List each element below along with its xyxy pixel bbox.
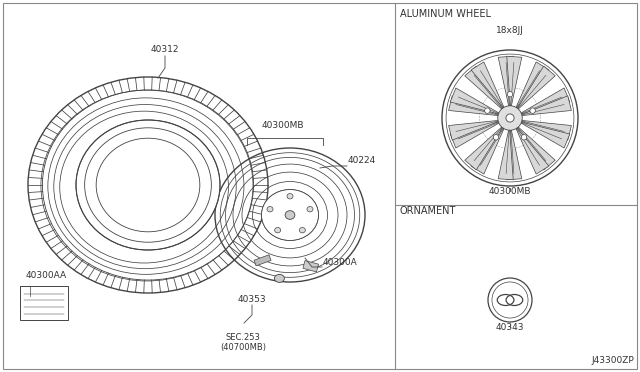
- Ellipse shape: [275, 228, 281, 233]
- Ellipse shape: [76, 120, 220, 250]
- Polygon shape: [450, 122, 499, 148]
- Circle shape: [521, 135, 527, 140]
- Circle shape: [493, 135, 499, 140]
- Polygon shape: [518, 127, 556, 170]
- Polygon shape: [522, 96, 572, 116]
- Polygon shape: [449, 96, 499, 116]
- Text: 40312: 40312: [151, 45, 179, 54]
- Polygon shape: [498, 130, 513, 180]
- Text: (40700MB): (40700MB): [220, 343, 266, 352]
- Bar: [254, 255, 271, 266]
- Polygon shape: [471, 128, 504, 174]
- Ellipse shape: [275, 275, 284, 282]
- Ellipse shape: [300, 228, 305, 233]
- Text: 40300AA: 40300AA: [26, 271, 67, 280]
- Polygon shape: [471, 62, 504, 108]
- Circle shape: [506, 114, 514, 122]
- Text: 40300MB: 40300MB: [262, 121, 304, 130]
- Text: 40343: 40343: [496, 323, 524, 332]
- Text: ALUMINUM WHEEL: ALUMINUM WHEEL: [400, 9, 491, 19]
- Polygon shape: [522, 121, 572, 140]
- Ellipse shape: [262, 190, 319, 240]
- Text: 40224: 40224: [348, 156, 376, 165]
- Circle shape: [508, 92, 513, 97]
- Ellipse shape: [287, 193, 293, 199]
- Text: 40300MB: 40300MB: [489, 187, 531, 196]
- Text: 40300A: 40300A: [323, 258, 358, 267]
- Circle shape: [498, 106, 522, 130]
- Text: 18x8JJ: 18x8JJ: [496, 26, 524, 35]
- Polygon shape: [518, 66, 556, 109]
- Polygon shape: [516, 62, 549, 108]
- Polygon shape: [507, 130, 522, 180]
- Polygon shape: [498, 56, 513, 106]
- Polygon shape: [465, 127, 502, 170]
- Circle shape: [484, 108, 490, 113]
- Text: ORNAMENT: ORNAMENT: [400, 206, 456, 216]
- Polygon shape: [516, 128, 549, 174]
- Polygon shape: [450, 88, 499, 114]
- Polygon shape: [507, 56, 522, 106]
- Bar: [20, 286, 68, 320]
- Circle shape: [530, 108, 535, 113]
- Text: J43300ZP: J43300ZP: [591, 356, 634, 365]
- Polygon shape: [521, 88, 570, 114]
- Text: 40353: 40353: [237, 295, 266, 304]
- Ellipse shape: [267, 206, 273, 212]
- Polygon shape: [521, 122, 570, 148]
- Polygon shape: [449, 121, 499, 140]
- Ellipse shape: [285, 211, 295, 219]
- Text: SEC.253: SEC.253: [225, 333, 260, 342]
- Polygon shape: [465, 66, 502, 109]
- Bar: [303, 260, 319, 272]
- Ellipse shape: [307, 206, 313, 212]
